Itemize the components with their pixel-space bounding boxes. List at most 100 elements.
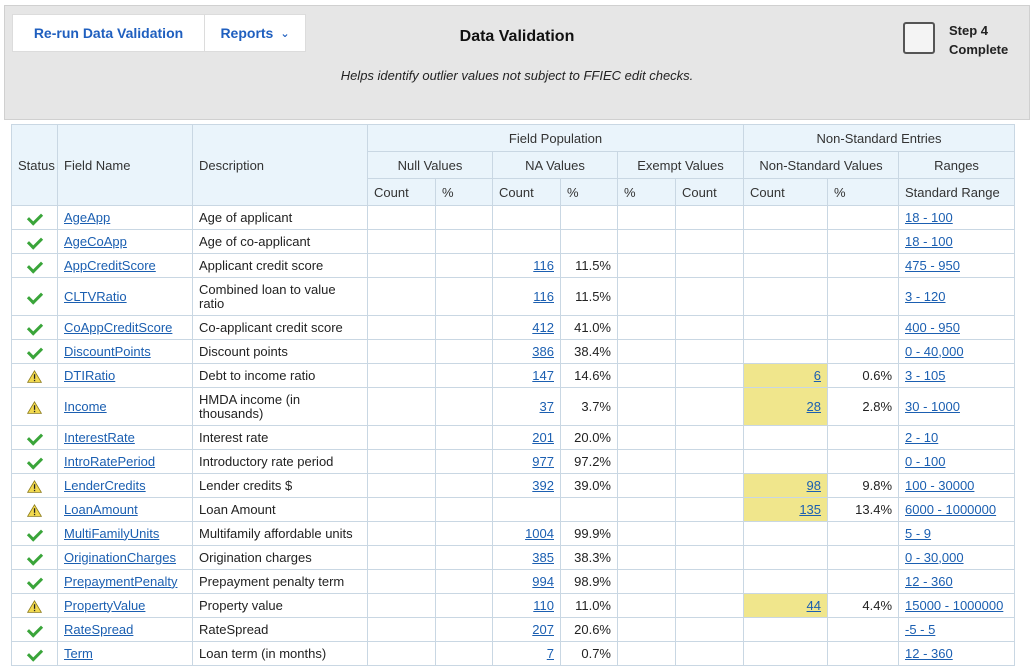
- null-count-cell: [367, 497, 436, 522]
- na-count-link[interactable]: 207: [532, 621, 554, 637]
- reports-dropdown-button[interactable]: Reports ⌄: [205, 15, 305, 51]
- col-standard-range: Standard Range: [898, 178, 1016, 206]
- ns-pct-cell: 4.4%: [827, 593, 900, 618]
- standard-range-link[interactable]: 3 - 120: [905, 288, 946, 304]
- standard-range-link[interactable]: 0 - 30,000: [905, 549, 964, 565]
- table-row: IntroRatePeriod Introductory rate period 9…: [11, 449, 1016, 474]
- standard-range-link[interactable]: 18 - 100: [905, 233, 953, 249]
- field-name-link[interactable]: Income: [64, 398, 107, 414]
- standard-range-link[interactable]: 18 - 100: [905, 209, 953, 225]
- field-name-link[interactable]: OriginationCharges: [64, 549, 177, 565]
- field-name-cell: OriginationCharges: [57, 545, 193, 570]
- standard-range-link[interactable]: 6000 - 1000000: [905, 501, 997, 517]
- field-name-link[interactable]: LenderCredits: [64, 477, 146, 493]
- na-count-link[interactable]: 37: [539, 398, 554, 414]
- exempt-count-cell: [674, 593, 745, 618]
- step-label: Step 4 Complete: [949, 21, 1008, 59]
- field-name-link[interactable]: LoanAmount: [64, 501, 138, 517]
- exempt-count-cell: [674, 641, 745, 666]
- field-name-link[interactable]: AgeCoApp: [64, 233, 127, 249]
- standard-range-link[interactable]: 0 - 40,000: [905, 343, 964, 359]
- standard-range-link[interactable]: 475 - 950: [905, 257, 960, 273]
- check-icon: [26, 342, 43, 360]
- field-name-link[interactable]: PrepaymentPenalty: [64, 573, 178, 589]
- standard-range-link[interactable]: 0 - 100: [905, 453, 946, 469]
- na-count-link[interactable]: 7: [546, 645, 554, 661]
- ns-count-link[interactable]: 135: [799, 501, 822, 517]
- na-count-link[interactable]: 412: [532, 319, 554, 335]
- status-cell: [11, 205, 58, 230]
- exempt-pct-cell: [617, 229, 676, 254]
- standard-range-cell: 3 - 120: [898, 277, 1016, 316]
- na-count-link[interactable]: 147: [532, 367, 554, 383]
- ns-count-link[interactable]: 44: [806, 597, 822, 613]
- standard-range-link[interactable]: 3 - 105: [905, 367, 946, 383]
- exempt-pct-cell: [617, 205, 676, 230]
- col-exempt-count: Count: [674, 178, 745, 206]
- standard-range-cell: 100 - 30000: [898, 473, 1016, 498]
- check-icon: [26, 256, 43, 274]
- na-count-link[interactable]: 385: [532, 549, 554, 565]
- field-name-cell: AgeCoApp: [57, 229, 193, 254]
- na-count-link[interactable]: 116: [533, 288, 554, 304]
- field-name-link[interactable]: IntroRatePeriod: [64, 453, 156, 469]
- na-count-link[interactable]: 201: [532, 429, 554, 445]
- field-name-link[interactable]: DiscountPoints: [64, 343, 151, 359]
- standard-range-link[interactable]: 15000 - 1000000: [905, 597, 1004, 613]
- ns-pct-cell: 9.8%: [827, 473, 900, 498]
- na-count-link[interactable]: 110: [533, 597, 554, 613]
- na-count-link[interactable]: 977: [532, 453, 554, 469]
- validation-table: Status Field Name Description Field Popu…: [11, 124, 1016, 666]
- exempt-pct-cell: [617, 425, 676, 450]
- field-name-link[interactable]: MultiFamilyUnits: [64, 525, 160, 541]
- field-name-link[interactable]: RateSpread: [64, 621, 134, 637]
- null-pct-cell: [435, 521, 493, 546]
- rerun-data-validation-button[interactable]: Re-run Data Validation: [13, 15, 205, 51]
- null-pct-cell: [435, 593, 493, 618]
- na-count-cell: 412: [492, 315, 561, 340]
- status-cell: [11, 253, 58, 278]
- field-name-link[interactable]: CoAppCreditScore: [64, 319, 173, 335]
- standard-range-link[interactable]: 100 - 30000: [905, 477, 975, 493]
- ns-pct-cell: 13.4%: [827, 497, 900, 522]
- description-cell: Prepayment penalty term: [192, 569, 368, 594]
- standard-range-link[interactable]: -5 - 5: [905, 621, 936, 637]
- exempt-count-cell: [674, 277, 745, 316]
- field-name-link[interactable]: PropertyValue: [64, 597, 146, 613]
- na-count-link[interactable]: 1004: [525, 525, 554, 541]
- na-count-link[interactable]: 994: [532, 573, 554, 589]
- step-number: Step 4: [949, 23, 989, 38]
- field-name-link[interactable]: AppCreditScore: [64, 257, 156, 273]
- na-count-link[interactable]: 386: [532, 343, 554, 359]
- table-body: AgeApp Age of applicant 18 - 100 AgeCoApp Ag…: [11, 205, 1016, 666]
- field-name-cell: IntroRatePeriod: [57, 449, 193, 474]
- na-count-link[interactable]: 116: [533, 257, 554, 273]
- field-name-link[interactable]: Term: [64, 645, 93, 661]
- exempt-pct-cell: [617, 277, 676, 316]
- header-panel: Re-run Data Validation Reports ⌄ Data Va…: [4, 5, 1030, 120]
- field-name-link[interactable]: InterestRate: [64, 429, 135, 445]
- standard-range-link[interactable]: 12 - 360: [905, 573, 953, 589]
- na-count-link[interactable]: 392: [532, 477, 554, 493]
- ns-pct-cell: [827, 253, 900, 278]
- ns-count-link[interactable]: 6: [813, 367, 822, 383]
- standard-range-link[interactable]: 12 - 360: [905, 645, 953, 661]
- col-description: Description: [192, 124, 368, 206]
- standard-range-link[interactable]: 30 - 1000: [905, 398, 960, 414]
- ns-count-link[interactable]: 28: [806, 398, 822, 414]
- field-name-link[interactable]: DTIRatio: [64, 367, 116, 383]
- standard-range-link[interactable]: 400 - 950: [905, 319, 960, 335]
- standard-range-link[interactable]: 5 - 9: [905, 525, 932, 541]
- status-cell: [11, 569, 58, 594]
- ns-count-link[interactable]: 98: [806, 477, 822, 493]
- col-field-name: Field Name: [57, 124, 193, 206]
- warning-icon: [27, 503, 42, 517]
- step-complete-checkbox[interactable]: [903, 22, 935, 54]
- standard-range-link[interactable]: 2 - 10: [905, 429, 939, 445]
- field-name-link[interactable]: CLTVRatio: [64, 288, 127, 304]
- exempt-pct-cell: [617, 521, 676, 546]
- status-cell: [11, 641, 58, 666]
- exempt-pct-cell: [617, 363, 676, 388]
- field-name-link[interactable]: AgeApp: [64, 209, 111, 225]
- null-pct-cell: [435, 253, 493, 278]
